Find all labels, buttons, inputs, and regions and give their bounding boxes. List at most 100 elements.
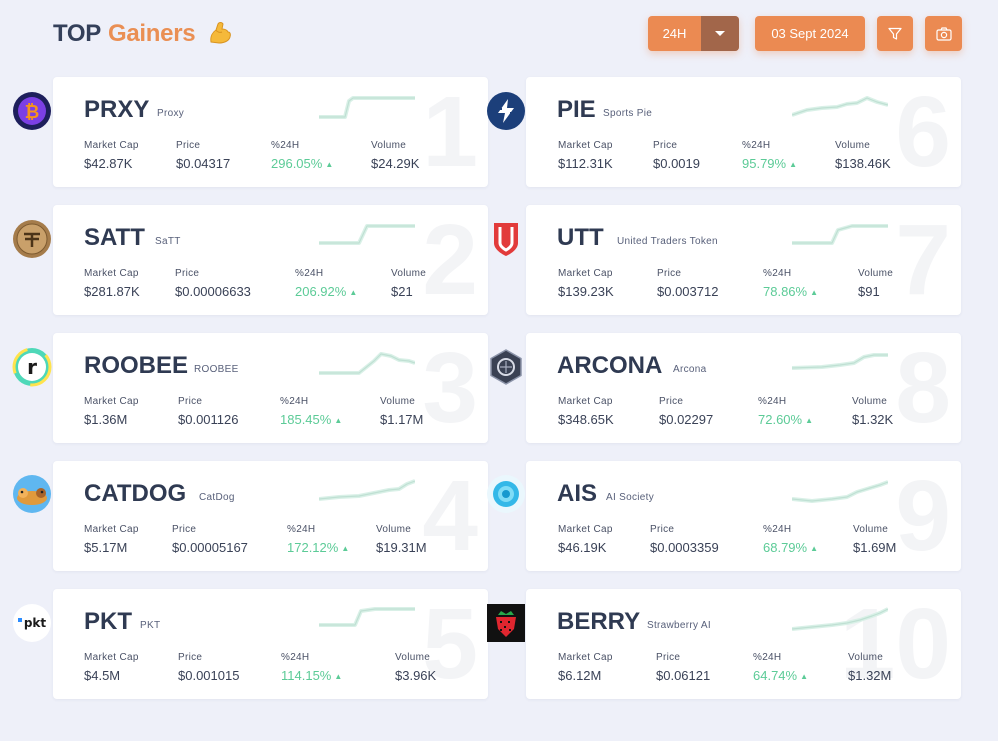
market-cap-value: $139.23K xyxy=(558,284,614,299)
change-value: 296.05% ▲ xyxy=(271,156,333,171)
volume-stat: Volume $24.29K xyxy=(371,77,419,171)
coin-symbol: PIE xyxy=(557,96,596,123)
coin-name: AI Society xyxy=(606,492,655,503)
sports-pie-icon xyxy=(486,91,526,131)
market-cap-label: Market Cap xyxy=(558,524,613,535)
change-value: 95.79% ▲ xyxy=(742,156,797,171)
volume-value: $21 xyxy=(391,284,413,299)
coin-name: Arcona xyxy=(673,364,707,375)
market-cap-label: Market Cap xyxy=(84,140,139,151)
strawberry-icon xyxy=(486,603,526,643)
volume-stat: Volume $1.17M xyxy=(380,333,423,427)
volume-value: $1.32K xyxy=(852,412,894,427)
volume-value: $138.46K xyxy=(835,156,891,171)
volume-label: Volume xyxy=(853,524,889,535)
rank-number: 2 xyxy=(422,205,478,315)
triangle-up-icon: ▲ xyxy=(789,160,798,169)
change-stat: %24H 78.86% ▲ xyxy=(763,205,818,299)
proxy-coin-icon: ₿ xyxy=(12,91,52,131)
change-percent: 64.74% xyxy=(753,668,798,683)
gainer-card[interactable]: 9 AIS AI Society Market Cap $46.19K Pric… xyxy=(526,461,961,571)
market-cap-value: $46.19K xyxy=(558,540,607,555)
rank-number: 9 xyxy=(895,461,951,571)
volume-stat: Volume $3.96K xyxy=(395,589,436,683)
title-prefix: TOP xyxy=(53,20,102,47)
price-label: Price xyxy=(172,524,197,535)
change-stat: %24H 206.92% ▲ xyxy=(295,205,357,299)
gainer-card[interactable]: 7 UTT United Traders Token Market Cap $1… xyxy=(526,205,961,315)
market-cap-stat: Market Cap $281.87K xyxy=(84,205,140,299)
volume-value: $1.69M xyxy=(853,540,897,555)
change-label: %24H xyxy=(763,524,792,535)
volume-stat: Volume $21 xyxy=(391,205,426,299)
volume-label: Volume xyxy=(858,268,894,279)
price-value: $0.00005167 xyxy=(172,540,248,555)
change-value: 68.79% ▲ xyxy=(763,540,818,555)
gainer-card[interactable]: 5 PKT PKT Market Cap $4.5M Price $0.0010… xyxy=(53,589,488,699)
coin-symbol: AIS xyxy=(557,480,598,507)
change-stat: %24H 72.60% ▲ xyxy=(758,333,813,427)
price-value: $0.00006633 xyxy=(175,284,251,299)
gainer-card[interactable]: 2 SATT SaTT Market Cap $281.87K Price $0… xyxy=(53,205,488,315)
gainer-card[interactable]: 1 PRXY Proxy Market Cap $42.87K Price $0… xyxy=(53,77,488,187)
triangle-up-icon: ▲ xyxy=(810,288,819,297)
sparkline-chart xyxy=(792,353,888,370)
market-cap-label: Market Cap xyxy=(558,140,613,151)
screenshot-button[interactable] xyxy=(925,16,962,51)
market-cap-stat: Market Cap $4.5M xyxy=(84,589,139,683)
triangle-up-icon: ▲ xyxy=(325,160,334,169)
rank-number: 4 xyxy=(422,461,478,571)
gainer-card[interactable]: 4 CATDOG CatDog Market Cap $5.17M Price … xyxy=(53,461,488,571)
change-stat: %24H 68.79% ▲ xyxy=(763,461,818,555)
rank-number: 6 xyxy=(895,77,951,187)
price-value: $0.04317 xyxy=(176,156,231,171)
change-value: 64.74% ▲ xyxy=(753,668,808,683)
volume-stat: Volume $1.32K xyxy=(852,333,893,427)
change-label: %24H xyxy=(280,396,309,407)
gainer-card[interactable]: 8 ARCONA Arcona Market Cap $348.65K Pric… xyxy=(526,333,961,443)
price-stat: Price $0.00005167 xyxy=(172,461,248,555)
gainer-card[interactable]: 6 PIE Sports Pie Market Cap $112.31K Pri… xyxy=(526,77,961,187)
volume-value: $1.17M xyxy=(380,412,424,427)
market-cap-label: Market Cap xyxy=(558,652,613,663)
market-cap-value: $6.12M xyxy=(558,668,602,683)
change-value: 78.86% ▲ xyxy=(763,284,818,299)
filter-button[interactable] xyxy=(877,16,913,51)
chevron-down-icon[interactable] xyxy=(701,16,739,51)
market-cap-stat: Market Cap $42.87K xyxy=(84,77,139,171)
market-cap-stat: Market Cap $112.31K xyxy=(558,77,613,171)
price-value: $0.0019 xyxy=(653,156,700,171)
rank-number: 1 xyxy=(422,77,478,187)
coin-name: United Traders Token xyxy=(617,236,718,247)
price-stat: Price $0.0003359 xyxy=(650,461,719,555)
camera-icon xyxy=(935,26,952,41)
gainer-card[interactable]: 10 BERRY Strawberry AI Market Cap $6.12M… xyxy=(526,589,961,699)
date-button[interactable]: 03 Sept 2024 xyxy=(755,16,865,51)
market-cap-stat: Market Cap $348.65K xyxy=(558,333,614,427)
period-select[interactable]: 24H xyxy=(648,16,739,51)
price-label: Price xyxy=(657,268,682,279)
rank-number: 5 xyxy=(422,589,478,699)
coin-name: Sports Pie xyxy=(603,108,653,119)
price-stat: Price $0.003712 xyxy=(657,205,718,299)
market-cap-value: $4.5M xyxy=(84,668,121,683)
coin-name: Proxy xyxy=(157,108,185,119)
change-stat: %24H 172.12% ▲ xyxy=(287,461,349,555)
change-percent: 68.79% xyxy=(763,540,808,555)
sparkline-chart xyxy=(792,224,888,245)
volume-value: $1.32M xyxy=(848,668,892,683)
change-label: %24H xyxy=(281,652,310,663)
triangle-up-icon: ▲ xyxy=(800,672,809,681)
market-cap-stat: Market Cap $6.12M xyxy=(558,589,613,683)
market-cap-value: $348.65K xyxy=(558,412,614,427)
triangle-up-icon: ▲ xyxy=(349,288,358,297)
coin-name: CatDog xyxy=(199,492,235,503)
price-label: Price xyxy=(176,140,201,151)
price-label: Price xyxy=(175,268,200,279)
market-cap-value: $42.87K xyxy=(84,156,133,171)
market-cap-stat: Market Cap $5.17M xyxy=(84,461,139,555)
page-header: TOP Gainers 24H 03 Sept 2024 xyxy=(0,0,998,70)
gainer-card[interactable]: 3 ROOBEE ROOBEE Market Cap $1.36M Price … xyxy=(53,333,488,443)
volume-value: $19.31M xyxy=(376,540,427,555)
market-cap-label: Market Cap xyxy=(558,396,613,407)
